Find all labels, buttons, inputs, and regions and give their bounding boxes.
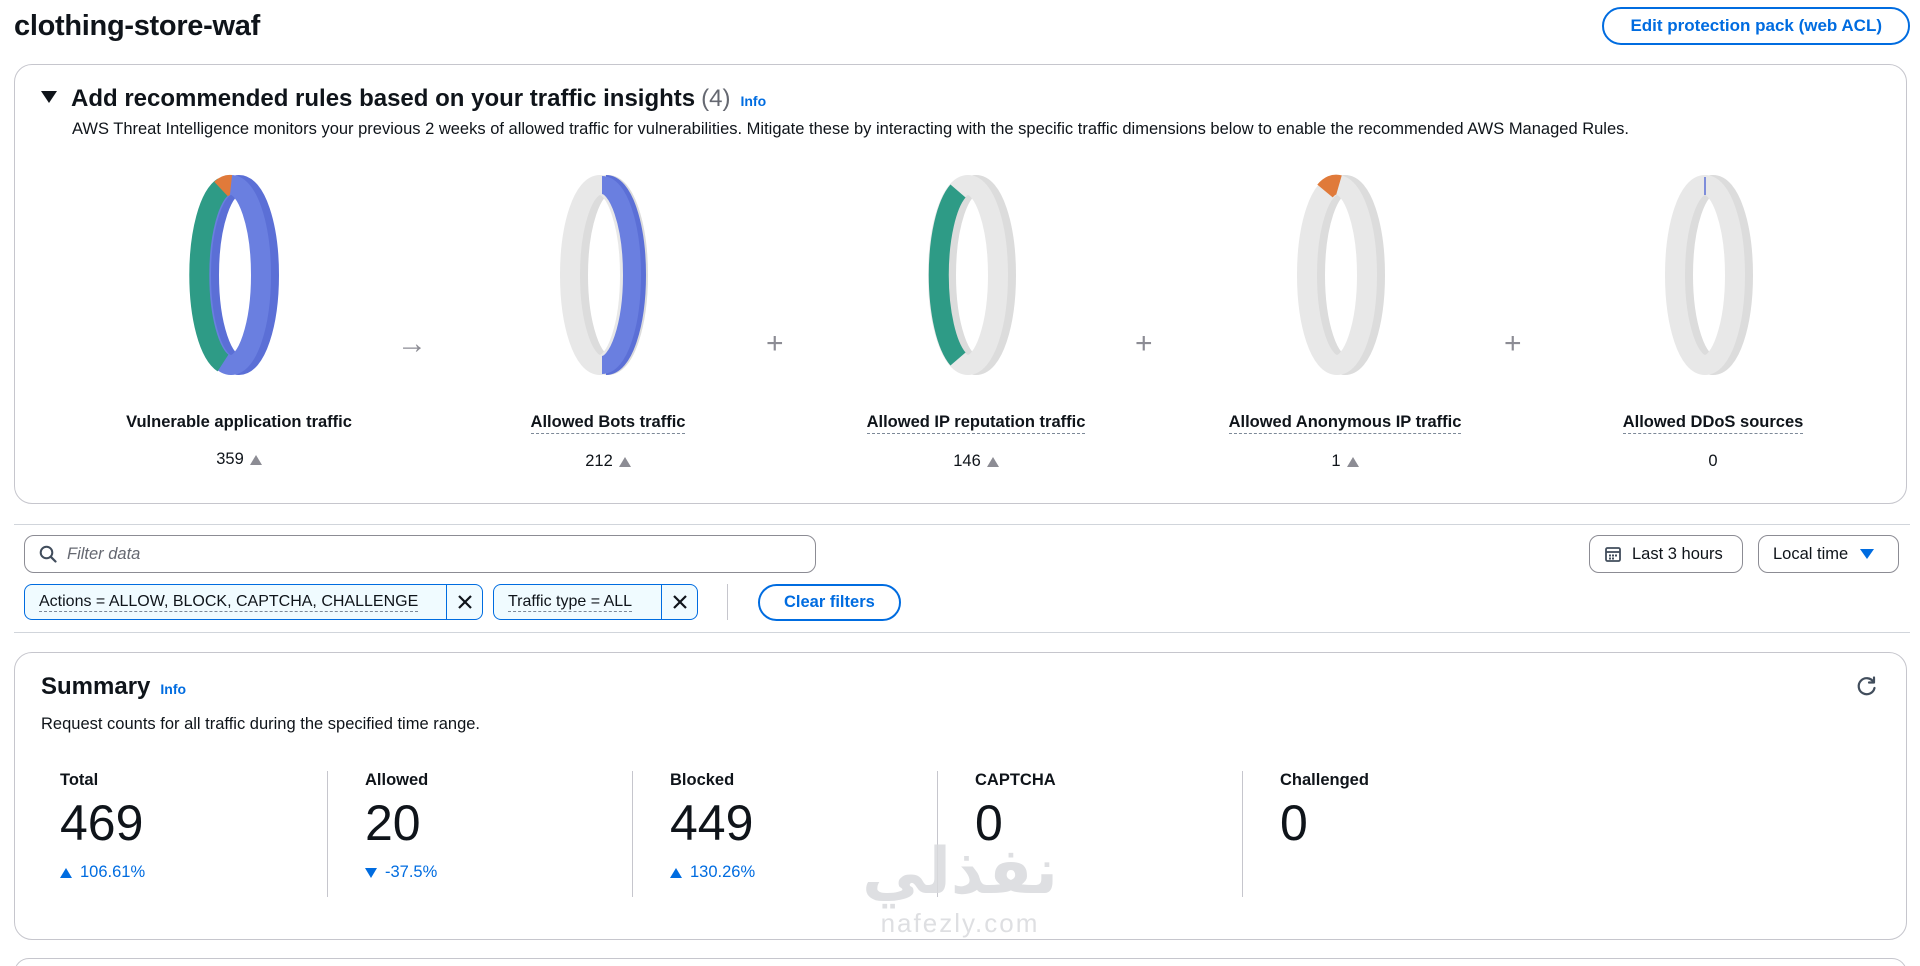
donut-chart-ddos <box>1665 175 1753 375</box>
summary-panel: Summary Info Request counts for all traf… <box>14 652 1907 940</box>
filter-token-label: Traffic type = ALL <box>508 592 633 612</box>
donut-value: 0 <box>1708 452 1718 470</box>
timezone-label: Local time <box>1773 544 1849 563</box>
summary-title: Summary <box>41 673 151 700</box>
page-title: clothing-store-waf <box>14 10 260 42</box>
trend-up-icon <box>670 867 682 878</box>
trend-up-icon <box>60 867 72 878</box>
edit-web-acl-button[interactable]: Edit protection pack (web ACL) <box>1602 7 1910 45</box>
donut-vulnerable-application[interactable]: Vulnerable application traffic 359 <box>69 165 409 469</box>
metric-value: 469 <box>60 795 144 851</box>
time-range-button[interactable]: Last 3 hours <box>1589 535 1743 573</box>
plus-icon: + <box>1135 327 1153 360</box>
search-icon <box>39 545 57 563</box>
watermark-latin: nafezly.com <box>880 908 1040 938</box>
insights-title: Add recommended rules based on your traf… <box>71 85 696 112</box>
close-icon <box>672 595 687 609</box>
trend-up-icon <box>618 456 631 467</box>
donut-label-link[interactable]: Allowed DDoS sources <box>1622 413 1804 434</box>
metric-captcha: CAPTCHA 0 <box>937 771 1237 897</box>
donut-label: Vulnerable application traffic <box>126 413 352 431</box>
filter-token-label: Actions = ALLOW, BLOCK, CAPTCHA, CHALLEN… <box>39 592 419 612</box>
donut-chart-anonymous-ip <box>1297 174 1385 375</box>
donut-allowed-ddos-sources[interactable]: Allowed DDoS sources 0 <box>1543 165 1883 471</box>
insights-header[interactable]: Add recommended rules based on your traf… <box>41 85 766 113</box>
donut-value: 359 <box>69 450 409 469</box>
trend-up-icon <box>1346 456 1359 467</box>
metric-trend: 130.26% <box>670 863 755 882</box>
plus-icon: + <box>1504 327 1522 360</box>
summary-info-link[interactable]: Info <box>160 681 187 697</box>
donut-label-link[interactable]: Allowed Bots traffic <box>530 413 686 434</box>
metric-total: Total 469 106.61% <box>40 771 340 897</box>
metric-allowed: Allowed 20 -37.5% <box>327 771 627 897</box>
token-divider <box>727 584 728 620</box>
donut-value: 212 <box>438 452 778 471</box>
arrow-right-icon: → <box>397 327 427 360</box>
timezone-select[interactable]: Local time <box>1758 535 1899 573</box>
divider <box>14 632 1910 633</box>
metric-value: 449 <box>670 795 754 851</box>
insights-description: AWS Threat Intelligence monitors your pr… <box>72 120 1629 138</box>
donut-chart-vulnerable <box>189 175 279 375</box>
next-panel-edge <box>14 958 1907 966</box>
donut-allowed-ip-reputation[interactable]: Allowed IP reputation traffic 146 <box>806 165 1146 471</box>
donut-allowed-bots[interactable]: Allowed Bots traffic 212 <box>438 165 778 471</box>
metric-blocked: Blocked 449 130.26% <box>632 771 932 897</box>
metric-value: 0 <box>975 795 1003 851</box>
metric-trend: 106.61% <box>60 863 145 882</box>
filter-input[interactable] <box>67 544 767 564</box>
metric-label: Blocked <box>670 771 735 789</box>
metric-challenged: Challenged 0 <box>1242 771 1542 897</box>
remove-token-button[interactable] <box>446 585 482 619</box>
time-range-label: Last 3 hours <box>1632 544 1723 563</box>
filter-token-actions[interactable]: Actions = ALLOW, BLOCK, CAPTCHA, CHALLEN… <box>24 584 483 620</box>
donut-label-link[interactable]: Allowed IP reputation traffic <box>866 413 1086 434</box>
metric-trend: -37.5% <box>365 863 437 882</box>
refresh-icon <box>1857 676 1876 696</box>
caret-down-icon <box>1860 549 1875 559</box>
metric-value: 0 <box>1280 795 1308 851</box>
refresh-button[interactable] <box>1856 675 1878 702</box>
metric-label: CAPTCHA <box>975 771 1056 789</box>
metric-label: Challenged <box>1280 771 1369 789</box>
filter-search-box[interactable] <box>24 535 816 573</box>
metric-label: Total <box>60 771 99 789</box>
clear-filters-button[interactable]: Clear filters <box>758 584 901 621</box>
donut-label-link[interactable]: Allowed Anonymous IP traffic <box>1228 413 1462 434</box>
watermark-logo: نفذلي nafezly.com <box>830 840 1090 939</box>
metric-value: 20 <box>365 795 421 851</box>
remove-token-button[interactable] <box>661 585 697 619</box>
traffic-insights-panel: Add recommended rules based on your traf… <box>14 64 1907 504</box>
calendar-icon <box>1605 547 1621 562</box>
donut-chart-bots <box>560 175 648 375</box>
filter-token-traffic-type[interactable]: Traffic type = ALL <box>493 584 698 620</box>
donut-value: 1 <box>1175 452 1515 471</box>
metric-label: Allowed <box>365 771 429 789</box>
trend-up-icon <box>986 456 999 467</box>
insights-info-link[interactable]: Info <box>740 93 767 109</box>
donut-value: 146 <box>806 452 1146 471</box>
summary-description: Request counts for all traffic during th… <box>41 715 481 733</box>
trend-down-icon <box>365 867 377 878</box>
plus-icon: + <box>766 327 784 360</box>
insights-count: (4) <box>701 85 731 112</box>
close-icon <box>457 595 472 609</box>
watermark-arabic: نفذلي <box>862 835 1058 909</box>
page-header: clothing-store-waf Edit protection pack … <box>14 6 1910 50</box>
summary-header: Summary Info <box>41 673 186 701</box>
divider <box>14 524 1910 525</box>
collapse-caret-icon[interactable] <box>41 91 57 103</box>
donut-allowed-anonymous-ip[interactable]: Allowed Anonymous IP traffic 1 <box>1175 165 1515 471</box>
donut-chart-ip-reputation <box>928 175 1016 375</box>
trend-up-icon <box>249 454 262 465</box>
